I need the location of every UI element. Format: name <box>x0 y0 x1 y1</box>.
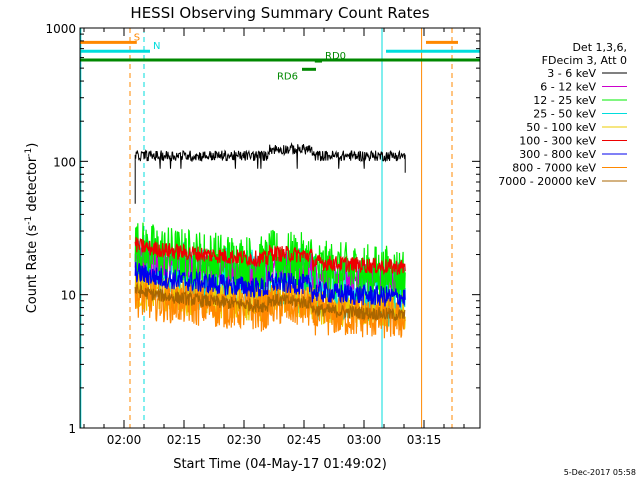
x-tick-label-0: 02:00 <box>107 433 142 447</box>
flag-label-rd0: RD0 <box>325 51 346 62</box>
plot-frame <box>79 27 481 429</box>
axis-ticks: 02:00 02:15 02:30 02:45 03:00 03:15 1 10 100 1000 <box>45 22 480 447</box>
legend-label-1: 6 - 12 keV <box>540 81 596 94</box>
series-line-300-800kev <box>134 262 406 308</box>
x-tick-label-2: 02:30 <box>227 433 262 447</box>
legend-label-4: 50 - 100 keV <box>526 121 596 134</box>
x-axis-label: Start Time (04-May-17 01:49:02) <box>173 457 387 472</box>
legend-label-5: 100 - 300 keV <box>519 135 596 148</box>
series-line-7000-20000kev <box>134 282 406 322</box>
x-tick-label-4: 03:00 <box>347 433 382 447</box>
x-tick-label-1: 02:15 <box>167 433 202 447</box>
flag-bars: S N RD0 RD6 <box>80 32 480 82</box>
legend-label-3: 25 - 50 keV <box>533 108 596 121</box>
plot-area: S N RD0 RD6 <box>80 28 480 428</box>
legend-header-line-2: FDecim 3, Att 0 <box>542 54 627 67</box>
legend-label-7: 800 - 7000 keV <box>512 162 596 175</box>
y-axis-label: Count Rate (s-1 detector-1) <box>24 143 40 314</box>
legend-header-line-1: Det 1,3,6, <box>572 41 627 54</box>
legend-label-6: 300 - 800 keV <box>519 148 596 161</box>
footer-date: 5-Dec-2017 05:58 <box>564 468 636 477</box>
y-tick-label-3: 1000 <box>45 22 76 36</box>
legend-label-0: 3 - 6 keV <box>547 67 596 80</box>
y-tick-label-0: 1 <box>68 422 76 436</box>
flag-label-s: S <box>134 32 140 43</box>
x-tick-label-5: 03:15 <box>407 433 442 447</box>
y-tick-label-2: 100 <box>53 155 76 169</box>
y-tick-label-1: 10 <box>61 289 76 303</box>
series-line-3-6kev <box>134 142 406 204</box>
legend-label-2: 12 - 25 keV <box>533 94 596 107</box>
flag-label-n: N <box>153 41 160 52</box>
chart-title: HESSI Observing Summary Count Rates <box>130 4 429 22</box>
series-line-100-300kev <box>134 237 406 275</box>
flag-label-rd6: RD6 <box>277 71 298 82</box>
vertical-markers <box>80 28 453 428</box>
series-lines <box>134 142 406 339</box>
x-tick-label-3: 02:45 <box>287 433 322 447</box>
legend-label-8: 7000 - 20000 keV <box>498 175 596 188</box>
